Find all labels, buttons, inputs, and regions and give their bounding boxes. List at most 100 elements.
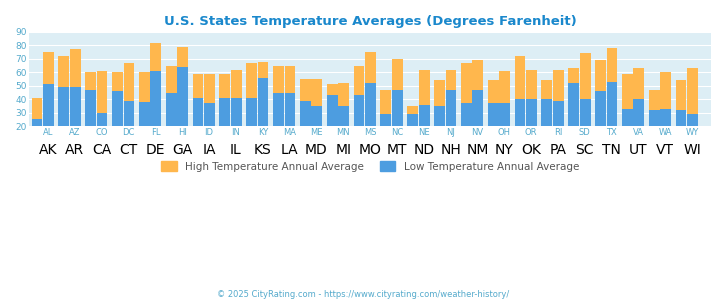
Bar: [327, 85, 338, 126]
Bar: [434, 106, 445, 126]
Bar: [595, 91, 606, 126]
Bar: [354, 95, 364, 126]
Bar: [660, 72, 671, 126]
Bar: [112, 91, 123, 126]
Bar: [338, 83, 349, 126]
Bar: [139, 72, 150, 126]
Bar: [43, 85, 54, 126]
Bar: [139, 102, 150, 126]
Bar: [580, 53, 590, 126]
Bar: [311, 79, 322, 126]
Bar: [32, 98, 42, 126]
Bar: [473, 90, 484, 126]
Bar: [499, 103, 510, 126]
Bar: [526, 70, 537, 126]
Bar: [553, 100, 563, 126]
Bar: [473, 60, 484, 126]
Bar: [97, 113, 107, 126]
Bar: [85, 90, 96, 126]
Bar: [219, 74, 230, 126]
Bar: [97, 71, 107, 126]
Bar: [622, 109, 633, 126]
Bar: [380, 90, 391, 126]
Bar: [246, 98, 257, 126]
Bar: [407, 114, 418, 126]
Bar: [676, 110, 687, 126]
Bar: [258, 61, 269, 126]
Bar: [192, 74, 203, 126]
Bar: [166, 93, 176, 126]
Bar: [58, 87, 69, 126]
Bar: [607, 48, 617, 126]
Bar: [434, 80, 445, 126]
Bar: [542, 80, 552, 126]
Bar: [311, 106, 322, 126]
Bar: [633, 99, 644, 126]
Bar: [112, 72, 123, 126]
Bar: [649, 90, 660, 126]
Bar: [595, 60, 606, 126]
Bar: [392, 90, 403, 126]
Bar: [285, 93, 295, 126]
Bar: [649, 110, 660, 126]
Bar: [622, 74, 633, 126]
Bar: [607, 82, 617, 126]
Bar: [392, 59, 403, 126]
Bar: [407, 106, 418, 126]
Bar: [150, 71, 161, 126]
Bar: [580, 99, 590, 126]
Bar: [285, 66, 295, 126]
Bar: [419, 105, 430, 126]
Bar: [246, 63, 257, 126]
Bar: [123, 63, 134, 126]
Bar: [177, 47, 188, 126]
Bar: [446, 70, 457, 126]
Bar: [515, 99, 526, 126]
Bar: [488, 80, 499, 126]
Bar: [488, 103, 499, 126]
Bar: [192, 98, 203, 126]
Bar: [687, 68, 698, 126]
Legend: High Temperature Annual Average, Low Temperature Annual Average: High Temperature Annual Average, Low Tem…: [157, 157, 583, 176]
Bar: [526, 99, 537, 126]
Bar: [204, 74, 215, 126]
Bar: [338, 106, 349, 126]
Bar: [461, 63, 472, 126]
Bar: [419, 70, 430, 126]
Bar: [231, 98, 242, 126]
Bar: [542, 99, 552, 126]
Bar: [660, 109, 671, 126]
Bar: [32, 119, 42, 126]
Bar: [633, 68, 644, 126]
Bar: [150, 43, 161, 126]
Bar: [258, 78, 269, 126]
Bar: [204, 103, 215, 126]
Bar: [300, 100, 311, 126]
Bar: [273, 66, 284, 126]
Bar: [568, 68, 579, 126]
Bar: [687, 114, 698, 126]
Bar: [43, 52, 54, 126]
Bar: [327, 95, 338, 126]
Text: © 2025 CityRating.com - https://www.cityrating.com/weather-history/: © 2025 CityRating.com - https://www.city…: [217, 290, 509, 299]
Bar: [354, 66, 364, 126]
Title: U.S. States Temperature Averages (Degrees Farenheit): U.S. States Temperature Averages (Degree…: [164, 15, 576, 28]
Bar: [365, 52, 376, 126]
Bar: [568, 83, 579, 126]
Bar: [166, 66, 176, 126]
Bar: [231, 70, 242, 126]
Bar: [515, 56, 526, 126]
Bar: [499, 71, 510, 126]
Bar: [58, 56, 69, 126]
Bar: [70, 50, 81, 126]
Bar: [365, 83, 376, 126]
Bar: [70, 87, 81, 126]
Bar: [461, 103, 472, 126]
Bar: [676, 80, 687, 126]
Bar: [85, 72, 96, 126]
Bar: [300, 79, 311, 126]
Bar: [219, 98, 230, 126]
Bar: [273, 93, 284, 126]
Bar: [380, 114, 391, 126]
Bar: [123, 100, 134, 126]
